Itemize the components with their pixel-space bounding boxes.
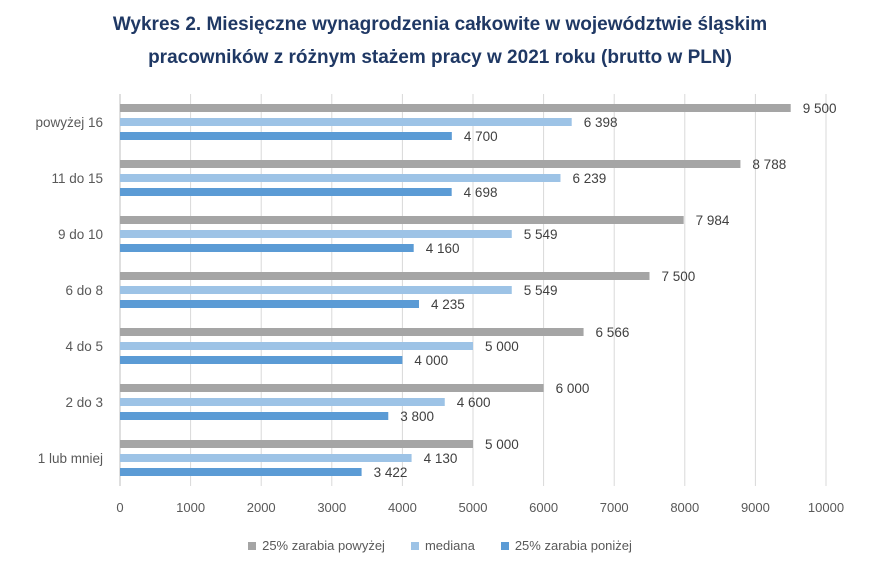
bar	[120, 230, 512, 238]
x-tick-label: 3000	[317, 500, 346, 515]
x-tick-label: 5000	[459, 500, 488, 515]
legend-swatch	[410, 541, 419, 550]
bar	[120, 454, 412, 462]
x-tick-label: 9000	[741, 500, 770, 515]
x-tick-label: 8000	[670, 500, 699, 515]
x-tick-label: 1000	[176, 500, 205, 515]
chart-title-line1: Wykres 2. Miesięczne wynagrodzenia całko…	[112, 14, 768, 35]
bar	[120, 174, 561, 182]
bar	[120, 342, 473, 350]
bar	[120, 244, 414, 252]
bar	[120, 188, 452, 196]
x-tick-label: 6000	[529, 500, 558, 515]
data-label: 5 549	[524, 227, 558, 242]
bar	[120, 412, 389, 420]
bar	[120, 132, 452, 140]
category-label: 9 do 10	[58, 227, 103, 242]
data-label: 6 398	[584, 115, 618, 130]
data-label: 3 422	[374, 465, 408, 480]
category-label: powyżej 16	[35, 115, 103, 130]
bar	[120, 118, 572, 126]
bar	[120, 216, 684, 224]
chart-title: Wykres 2. Miesięczne wynagrodzenia całko…	[0, 8, 880, 74]
legend-label: 25% zarabia powyżej	[262, 538, 385, 553]
legend-item: 25% zarabia poniżej	[500, 538, 632, 553]
legend-label: 25% zarabia poniżej	[514, 538, 632, 553]
data-label: 6 000	[556, 381, 590, 396]
data-label: 4 130	[424, 451, 458, 466]
data-label: 5 000	[485, 339, 519, 354]
bar	[120, 272, 650, 280]
x-tick-label: 2000	[247, 500, 276, 515]
x-tick-label: 7000	[600, 500, 629, 515]
data-label: 8 788	[752, 157, 786, 172]
data-label: 4 600	[457, 395, 491, 410]
bar	[120, 440, 473, 448]
bar	[120, 356, 403, 364]
x-tick-label: 0	[116, 500, 123, 515]
bar	[120, 286, 512, 294]
data-label: 5 000	[485, 437, 519, 452]
category-label: 4 do 5	[65, 339, 103, 354]
data-label: 4 235	[431, 297, 465, 312]
x-tick-label: 10000	[808, 500, 844, 515]
bar	[120, 328, 584, 336]
bar	[120, 160, 741, 168]
category-label: 6 do 8	[65, 283, 103, 298]
category-label: 11 do 15	[51, 171, 103, 186]
chart-title-line2: pracowników z różnym stażem pracy w 2021…	[148, 47, 732, 68]
data-label: 5 549	[524, 283, 558, 298]
data-label: 4 700	[464, 129, 498, 144]
legend-swatch	[500, 541, 509, 550]
bar	[120, 384, 544, 392]
category-label: 2 do 3	[65, 395, 103, 410]
bar	[120, 398, 445, 406]
x-tick-label: 4000	[388, 500, 417, 515]
bar	[120, 468, 362, 476]
data-label: 6 566	[596, 325, 630, 340]
legend-item: 25% zarabia powyżej	[248, 538, 385, 553]
legend-item: mediana	[410, 538, 475, 553]
legend: 25% zarabia powyżej mediana 25% zarabia po…	[0, 538, 880, 553]
data-label: 4 000	[414, 353, 448, 368]
category-label: 1 lub mniej	[38, 451, 103, 466]
data-label: 4 698	[464, 185, 498, 200]
data-label: 9 500	[803, 101, 837, 116]
data-label: 3 800	[400, 409, 434, 424]
data-label: 7 984	[696, 213, 730, 228]
data-label: 4 160	[426, 241, 460, 256]
legend-swatch	[248, 541, 257, 550]
legend-label: mediana	[424, 538, 475, 553]
data-label: 7 500	[662, 269, 696, 284]
bar	[120, 104, 791, 112]
bar	[120, 300, 419, 308]
data-label: 6 239	[572, 171, 606, 186]
